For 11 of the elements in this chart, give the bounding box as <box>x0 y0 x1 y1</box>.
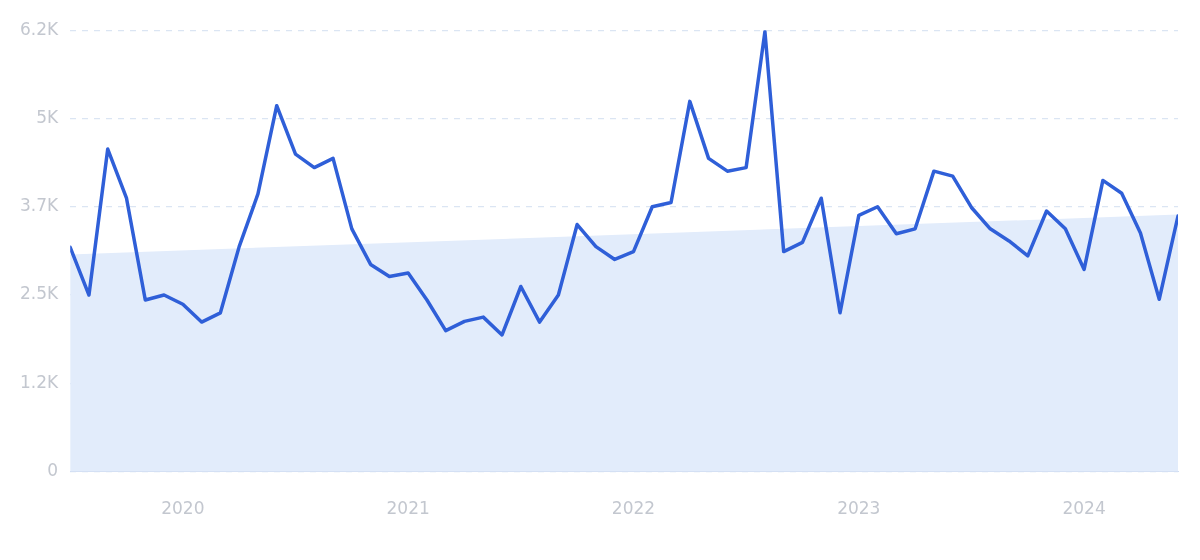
x-tick-label: 2021 <box>386 498 430 519</box>
y-tick-label: 6.2K <box>20 18 60 39</box>
y-tick-label: 3.7K <box>20 195 60 216</box>
y-tick-label: 0 <box>47 460 59 481</box>
y-tick-label: 1.2K <box>20 371 60 392</box>
x-tick-label: 2022 <box>611 498 656 519</box>
y-tick-label: 2.5K <box>20 283 60 304</box>
x-tick-label: 2023 <box>837 498 881 519</box>
x-tick-label: 2024 <box>1062 498 1106 519</box>
x-tick-label: 2020 <box>161 498 205 519</box>
y-tick-label: 5K <box>36 106 60 127</box>
